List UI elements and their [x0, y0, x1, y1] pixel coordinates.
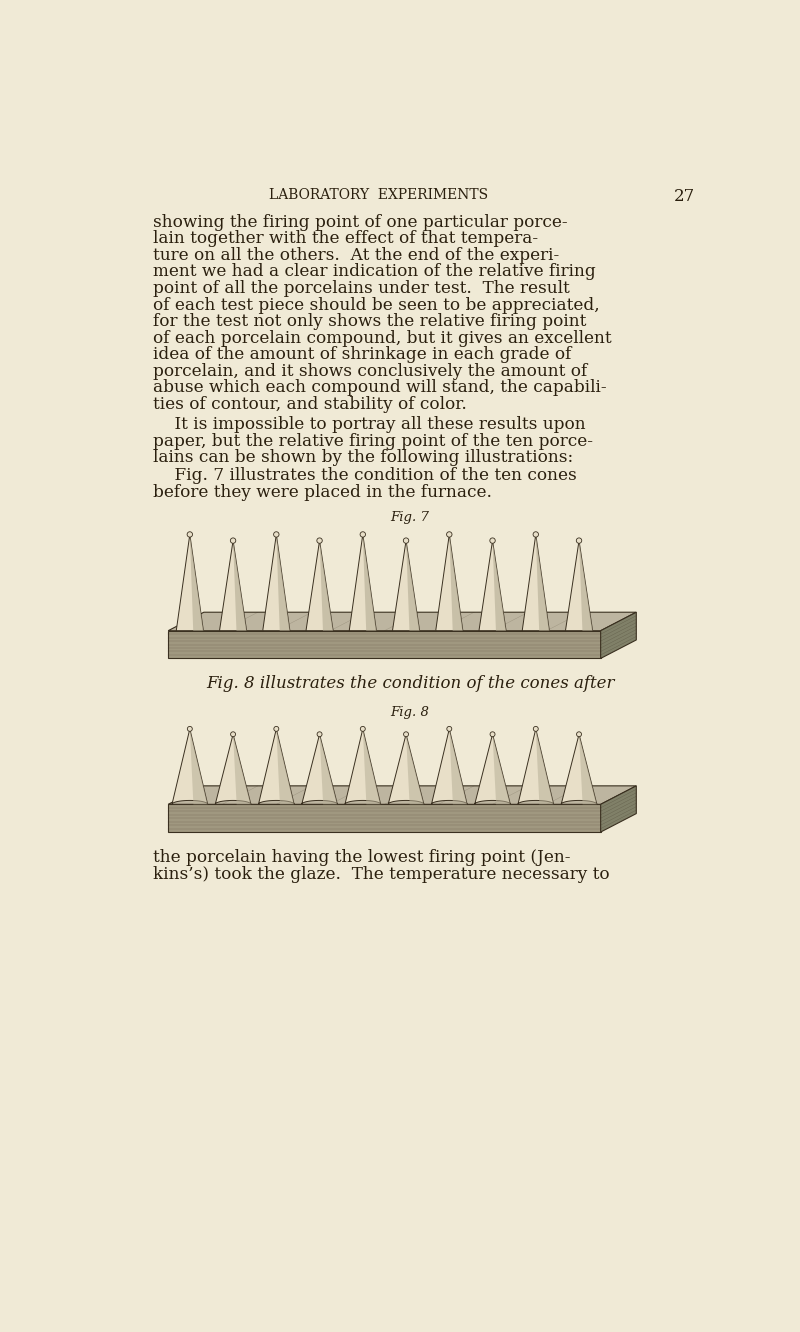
Text: lain together with the effect of that tempera-: lain together with the effect of that te… [153, 230, 538, 248]
Polygon shape [522, 534, 550, 630]
Circle shape [446, 531, 452, 537]
Text: 27: 27 [674, 188, 694, 205]
Polygon shape [474, 734, 510, 805]
Polygon shape [276, 534, 290, 630]
Polygon shape [493, 734, 510, 805]
Polygon shape [176, 534, 203, 630]
Text: before they were placed in the furnace.: before they were placed in the furnace. [153, 484, 492, 501]
Polygon shape [233, 734, 251, 805]
Text: kins’s) took the glaze.  The temperature necessary to: kins’s) took the glaze. The temperature … [153, 866, 610, 883]
Circle shape [317, 731, 322, 737]
Text: ties of contour, and stability of color.: ties of contour, and stability of color. [153, 396, 466, 413]
Text: lains can be shown by the following illustrations:: lains can be shown by the following illu… [153, 449, 573, 466]
Polygon shape [579, 541, 593, 630]
Polygon shape [450, 729, 467, 805]
Polygon shape [262, 534, 290, 630]
Polygon shape [302, 734, 338, 805]
Text: ture on all the others.  At the end of the experi-: ture on all the others. At the end of th… [153, 246, 559, 264]
Text: Fig. 7: Fig. 7 [390, 511, 430, 525]
Polygon shape [319, 541, 333, 630]
Polygon shape [566, 541, 593, 630]
Polygon shape [258, 729, 294, 805]
Text: Fig. 8: Fig. 8 [390, 706, 430, 719]
Circle shape [403, 538, 409, 543]
Polygon shape [562, 734, 597, 805]
Circle shape [230, 731, 235, 737]
Polygon shape [219, 541, 246, 630]
Polygon shape [168, 805, 601, 832]
Polygon shape [431, 729, 467, 805]
Polygon shape [601, 786, 636, 832]
Polygon shape [345, 729, 381, 805]
Polygon shape [363, 534, 376, 630]
Polygon shape [233, 541, 246, 630]
Circle shape [490, 538, 495, 543]
Circle shape [403, 731, 409, 737]
Polygon shape [536, 534, 550, 630]
Polygon shape [215, 734, 251, 805]
Polygon shape [518, 729, 554, 805]
Circle shape [534, 726, 538, 731]
Text: Fig. 8 illustrates the condition of the cones after: Fig. 8 illustrates the condition of the … [206, 675, 614, 693]
Polygon shape [393, 541, 420, 630]
Circle shape [187, 726, 192, 731]
Polygon shape [276, 729, 294, 805]
Polygon shape [190, 534, 203, 630]
Polygon shape [601, 613, 636, 658]
Text: point of all the porcelains under test.  The result: point of all the porcelains under test. … [153, 280, 570, 297]
Circle shape [187, 531, 193, 537]
Polygon shape [536, 729, 554, 805]
Polygon shape [406, 734, 424, 805]
Circle shape [360, 726, 366, 731]
Polygon shape [306, 541, 333, 630]
Circle shape [533, 531, 538, 537]
Text: Fig. 7 illustrates the condition of the ten cones: Fig. 7 illustrates the condition of the … [153, 468, 577, 485]
Polygon shape [168, 613, 636, 630]
Polygon shape [168, 786, 636, 805]
Text: the porcelain having the lowest firing point (Jen-: the porcelain having the lowest firing p… [153, 848, 570, 866]
Polygon shape [319, 734, 338, 805]
Circle shape [447, 726, 452, 731]
Polygon shape [579, 734, 597, 805]
Polygon shape [363, 729, 381, 805]
Text: LABORATORY  EXPERIMENTS: LABORATORY EXPERIMENTS [270, 188, 489, 201]
Text: of each porcelain compound, but it gives an excellent: of each porcelain compound, but it gives… [153, 329, 611, 346]
Polygon shape [350, 534, 376, 630]
Text: idea of the amount of shrinkage in each grade of: idea of the amount of shrinkage in each … [153, 346, 571, 364]
Circle shape [230, 538, 236, 543]
Text: abuse which each compound will stand, the capabili-: abuse which each compound will stand, th… [153, 380, 606, 397]
Polygon shape [479, 541, 506, 630]
Polygon shape [168, 630, 601, 658]
Text: paper, but the relative firing point of the ten porce-: paper, but the relative firing point of … [153, 433, 593, 450]
Text: It is impossible to portray all these results upon: It is impossible to portray all these re… [153, 416, 586, 433]
Text: porcelain, and it shows conclusively the amount of: porcelain, and it shows conclusively the… [153, 362, 587, 380]
Circle shape [274, 726, 278, 731]
Polygon shape [388, 734, 424, 805]
Circle shape [360, 531, 366, 537]
Polygon shape [436, 534, 463, 630]
Circle shape [317, 538, 322, 543]
Circle shape [577, 731, 582, 737]
Polygon shape [450, 534, 463, 630]
Polygon shape [172, 729, 208, 805]
Polygon shape [406, 541, 420, 630]
Circle shape [274, 531, 279, 537]
Text: ment we had a clear indication of the relative firing: ment we had a clear indication of the re… [153, 264, 595, 281]
Text: of each test piece should be seen to be appreciated,: of each test piece should be seen to be … [153, 297, 599, 313]
Polygon shape [493, 541, 506, 630]
Polygon shape [190, 729, 208, 805]
Text: showing the firing point of one particular porce-: showing the firing point of one particul… [153, 213, 567, 230]
Text: for the test not only shows the relative firing point: for the test not only shows the relative… [153, 313, 586, 330]
Circle shape [490, 731, 495, 737]
Circle shape [576, 538, 582, 543]
